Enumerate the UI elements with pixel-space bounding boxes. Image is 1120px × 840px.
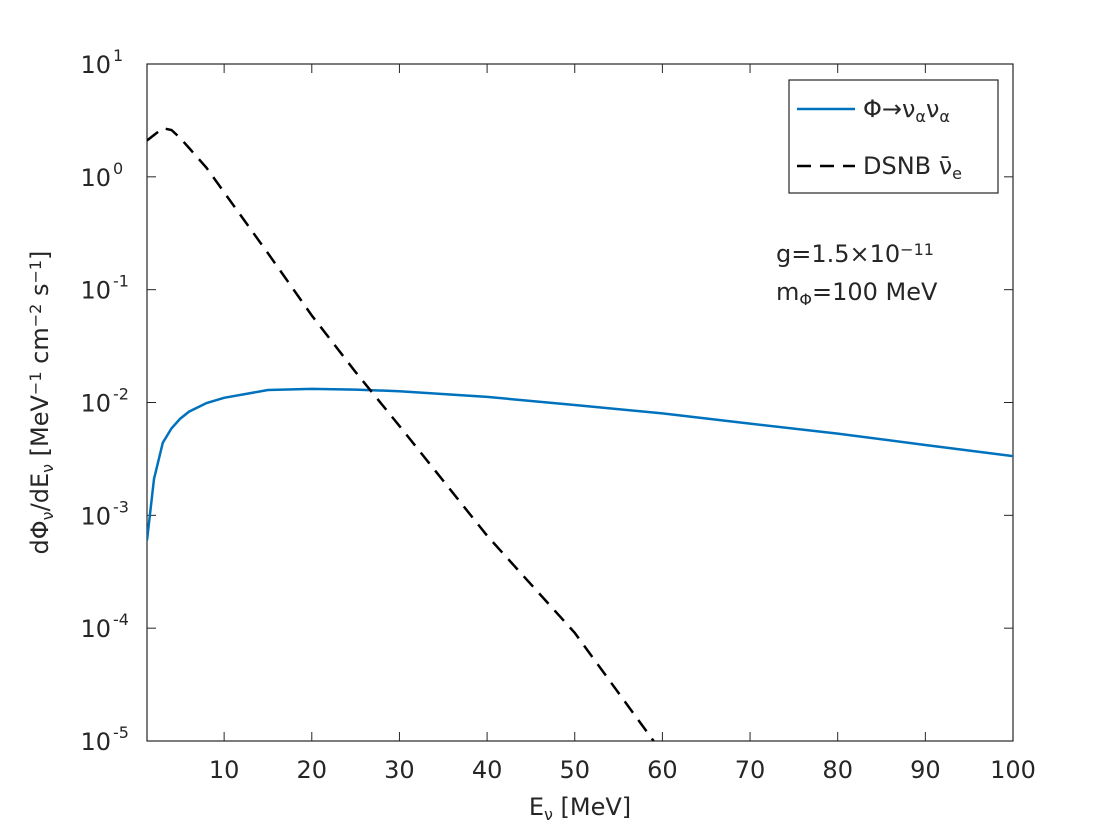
- legend-label: DSNB ν̄e: [863, 152, 962, 183]
- x-tick-label: 100: [990, 756, 1036, 784]
- legend-box: [788, 79, 999, 194]
- text-part: ]: [26, 251, 54, 260]
- x-tick-label: 90: [910, 756, 941, 784]
- y-tick-exponent: -2: [113, 385, 129, 404]
- text-part: g=1.5×10: [776, 240, 900, 268]
- y-tick-label: 10: [80, 277, 111, 305]
- x-tick-label: 60: [647, 756, 678, 784]
- y-tick-label: 10: [80, 164, 111, 192]
- y-axis-label: dΦν/dEν [MeV−1 cm−2 s−1]: [26, 251, 57, 555]
- tick-base: 10: [80, 390, 111, 418]
- x-tick-label: 10: [209, 756, 240, 784]
- tick-base: 10: [80, 51, 111, 79]
- series-line: [147, 387, 1013, 541]
- text-part: /dE: [26, 473, 54, 511]
- y-tick-exponent: -3: [113, 497, 129, 516]
- text-part: ν: [926, 95, 939, 123]
- text-part: −1: [26, 371, 45, 395]
- text-part: ν: [38, 511, 57, 520]
- x-tick-label: 20: [297, 756, 328, 784]
- x-tick-label: 30: [384, 756, 415, 784]
- text-part: −2: [26, 304, 45, 328]
- x-axis-label: Eν [MeV]: [529, 793, 631, 824]
- text-part: ν: [38, 464, 57, 473]
- text-part: dΦ: [26, 520, 54, 554]
- tick-base: 10: [80, 277, 111, 305]
- text-part: E: [529, 793, 544, 821]
- x-tick-label: 80: [822, 756, 853, 784]
- annotation: mΦ=100 MeV: [776, 278, 938, 309]
- y-tick-label: 10: [80, 51, 111, 79]
- x-tick-label: 40: [472, 756, 503, 784]
- text-part: e: [952, 164, 962, 183]
- tick-base: 10: [80, 164, 111, 192]
- text-part: m: [776, 278, 799, 306]
- y-tick-label: 10: [80, 390, 111, 418]
- y-tick-label: 10: [80, 615, 111, 643]
- y-tick-exponent: -1: [113, 272, 129, 291]
- series-line: [147, 126, 655, 741]
- tick-base: 10: [80, 728, 111, 756]
- tick-base: 10: [80, 502, 111, 530]
- y-tick-exponent: -5: [113, 723, 129, 742]
- text-part: [MeV: [26, 394, 54, 463]
- y-tick-exponent: 1: [113, 46, 123, 65]
- text-part: ν: [544, 805, 553, 824]
- tick-base: 10: [80, 615, 111, 643]
- text-part: Φ→ν: [863, 95, 915, 123]
- annotation: g=1.5×10−11: [776, 240, 934, 268]
- y-tick-exponent: -4: [113, 610, 129, 629]
- y-tick-exponent: 0: [113, 159, 123, 178]
- y-tick-label: 10: [80, 502, 111, 530]
- text-part: Φ: [799, 290, 812, 309]
- text-part: α: [915, 107, 926, 126]
- text-part: −11: [900, 240, 934, 259]
- text-part: −1: [26, 260, 45, 284]
- text-part: DSNB: [863, 152, 939, 180]
- x-tick-label: 50: [559, 756, 590, 784]
- text-part: ν̄: [939, 152, 952, 180]
- text-part: =100 MeV: [812, 278, 938, 306]
- y-tick-label: 10: [80, 728, 111, 756]
- legend-label: Φ→νανα: [863, 95, 950, 126]
- text-part: cm: [26, 327, 54, 371]
- text-part: s: [26, 284, 54, 304]
- text-part: [MeV]: [553, 793, 631, 821]
- x-tick-label: 70: [735, 756, 766, 784]
- text-part: α: [939, 107, 950, 126]
